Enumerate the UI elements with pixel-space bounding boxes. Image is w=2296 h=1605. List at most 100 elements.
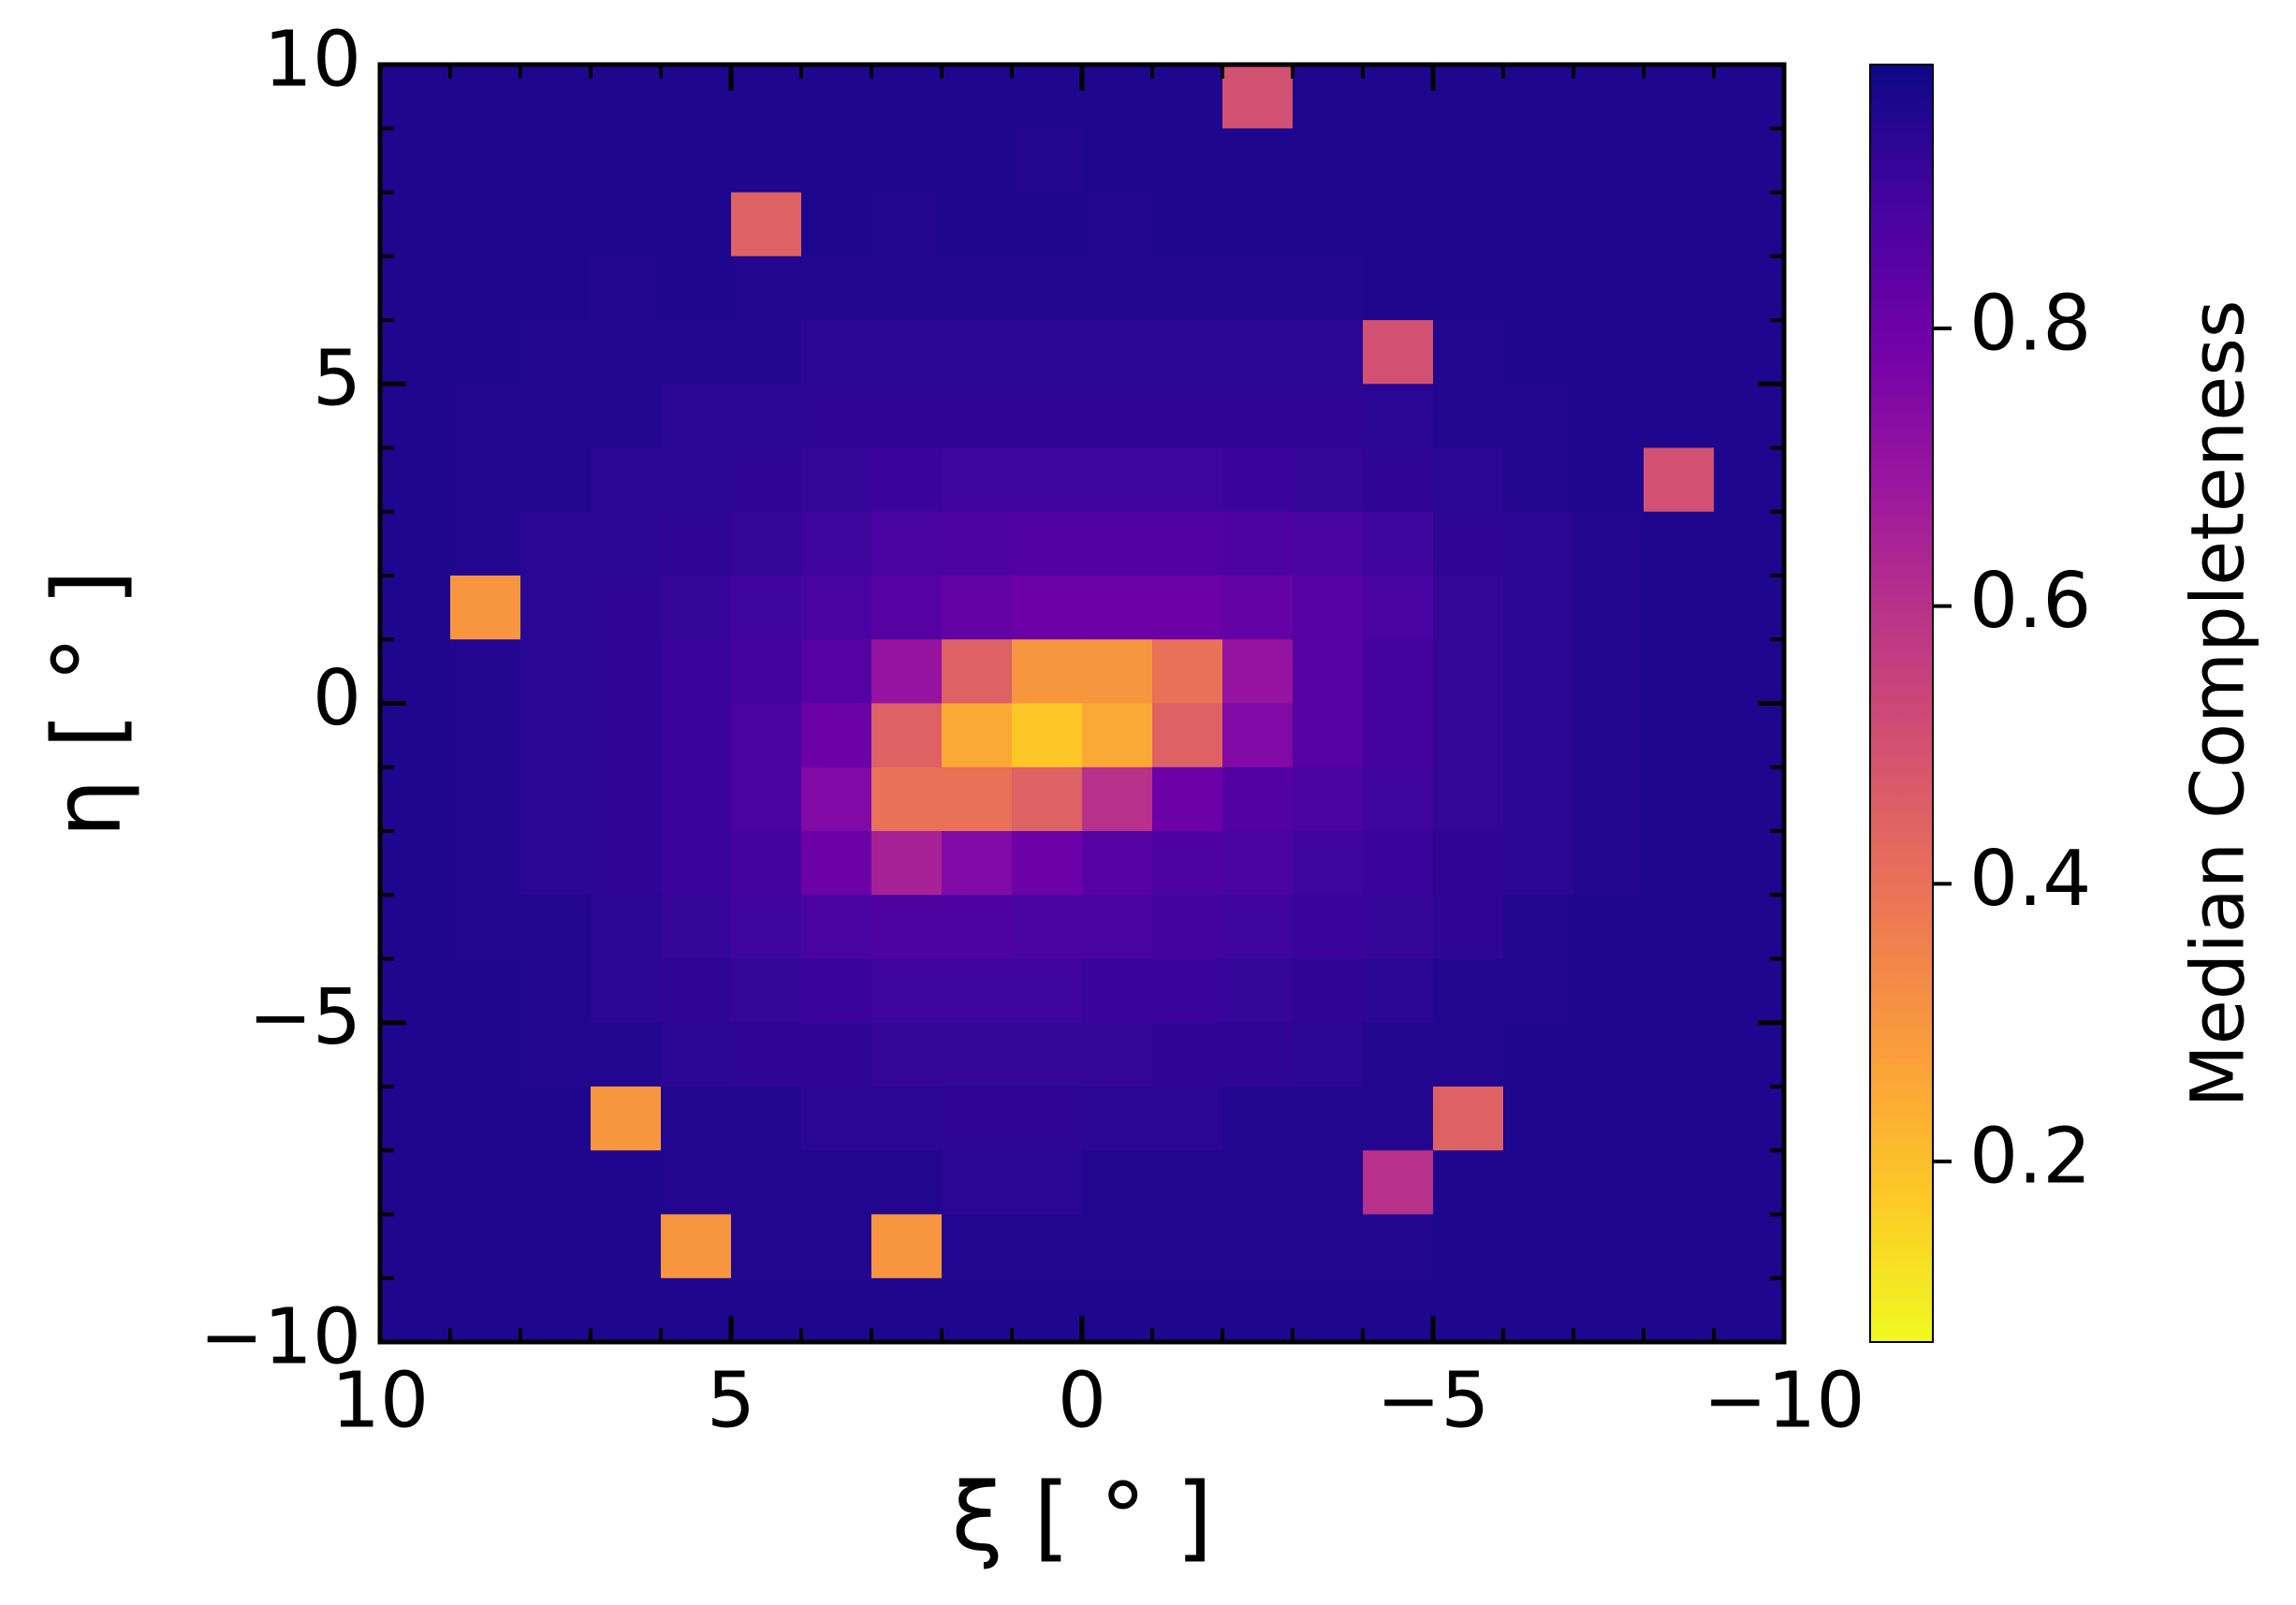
heatmap-cell	[520, 831, 592, 896]
heatmap-cell	[1012, 1087, 1083, 1151]
heatmap-cell	[1293, 384, 1364, 449]
heatmap-cell	[1293, 1214, 1364, 1279]
heatmap-cell	[1714, 511, 1785, 576]
heatmap-cell	[1222, 1150, 1294, 1216]
heatmap-cell	[520, 511, 592, 576]
heatmap-cell	[1012, 958, 1083, 1024]
heatmap-cell	[1714, 447, 1785, 513]
heatmap-cell	[591, 639, 662, 705]
heatmap-cell	[1363, 1277, 1434, 1343]
heatmap-cell	[1433, 766, 1504, 832]
heatmap-cell	[1433, 384, 1504, 449]
heatmap-cell	[1644, 958, 1715, 1024]
heatmap-cell	[1644, 895, 1715, 960]
x-tick-label: 0	[1058, 1356, 1106, 1445]
heatmap-cell	[1152, 766, 1223, 832]
heatmap-cell	[1714, 831, 1785, 896]
heatmap-cell	[661, 447, 732, 513]
heatmap-cell	[1293, 320, 1364, 385]
heatmap-cell	[1433, 1214, 1504, 1279]
heatmap-cell	[801, 1087, 872, 1151]
heatmap-cell	[1503, 576, 1574, 640]
heatmap-cell	[591, 192, 662, 257]
heatmap-cell	[1363, 192, 1434, 257]
y-tick-label: −10	[199, 1292, 361, 1381]
heatmap-cell	[1152, 1022, 1223, 1087]
heatmap-cell	[450, 447, 521, 513]
heatmap-cell	[731, 384, 802, 449]
heatmap-cell	[450, 384, 521, 449]
heatmap-cell	[731, 639, 802, 705]
heatmap-cell	[1222, 1022, 1294, 1087]
heatmap-cell	[661, 1087, 732, 1151]
heatmap-cell	[942, 1150, 1013, 1216]
heatmap-cell	[1082, 703, 1153, 768]
heatmap-cell	[1082, 511, 1153, 576]
heatmap-cell	[1012, 895, 1083, 960]
heatmap-cell	[871, 447, 943, 513]
heatmap-cell	[1082, 1277, 1153, 1343]
heatmap-cell	[1644, 1150, 1715, 1216]
heatmap-cell	[1012, 1277, 1083, 1343]
heatmap-cell	[1433, 511, 1504, 576]
heatmap-cell	[1012, 703, 1083, 768]
heatmap-cell	[1293, 1277, 1364, 1343]
heatmap-cell	[1363, 766, 1434, 832]
heatmap-cell	[942, 576, 1013, 640]
heatmap-cell	[661, 831, 732, 896]
heatmap-cell	[1293, 766, 1364, 832]
heatmap-cell	[1222, 639, 1294, 705]
heatmap-cell	[1644, 1087, 1715, 1151]
heatmap-cell	[871, 511, 943, 576]
heatmap-cell	[591, 128, 662, 194]
heatmap-cell	[1222, 1214, 1294, 1279]
heatmap-cell	[1363, 1087, 1434, 1151]
heatmap-cell	[942, 1214, 1013, 1279]
heatmap-cell	[1433, 639, 1504, 705]
heatmap-cell	[871, 255, 943, 321]
heatmap-cell	[450, 639, 521, 705]
colorbar-tick-label: 0.6	[1969, 557, 2091, 646]
heatmap-cell	[380, 958, 451, 1024]
heatmap-cell	[731, 703, 802, 768]
y-axis-label: η [ ° ]	[32, 570, 141, 839]
heatmap-cell	[801, 1214, 872, 1279]
heatmap-cell	[1433, 1022, 1504, 1087]
heatmap-cell	[591, 1277, 662, 1343]
x-tick-label: −5	[1377, 1356, 1490, 1445]
heatmap-cell	[731, 958, 802, 1024]
heatmap-cell	[1644, 1214, 1715, 1279]
heatmap-cell	[450, 958, 521, 1024]
heatmap-cell	[1573, 511, 1645, 576]
heatmap-cell	[942, 895, 1013, 960]
heatmap-cell	[1573, 1150, 1645, 1216]
heatmap-cell	[1222, 958, 1294, 1024]
heatmap-cell	[1222, 831, 1294, 896]
heatmap-cell	[1293, 831, 1364, 896]
heatmap-cell	[942, 958, 1013, 1024]
heatmap-cell	[1082, 576, 1153, 640]
heatmap-cell	[1573, 192, 1645, 257]
heatmap-cell	[1152, 639, 1223, 705]
heatmap-cell	[731, 831, 802, 896]
heatmap-cell	[1433, 895, 1504, 960]
heatmap-cell	[380, 576, 451, 640]
heatmap-cell	[1714, 576, 1785, 640]
heatmap-cell	[591, 65, 662, 129]
heatmap-cell	[1714, 1022, 1785, 1087]
heatmap-cell	[871, 1277, 943, 1343]
heatmap-cell	[871, 639, 943, 705]
heatmap-cell	[1433, 1087, 1504, 1151]
heatmap-cell	[591, 958, 662, 1024]
heatmap-cell	[1644, 703, 1715, 768]
heatmap-cell	[1222, 255, 1294, 321]
heatmap-cell	[731, 447, 802, 513]
heatmap-cell	[731, 511, 802, 576]
heatmap-cell	[801, 766, 872, 832]
heatmap-cell	[1714, 766, 1785, 832]
heatmap-cell	[450, 1277, 521, 1343]
y-tick-label: 10	[264, 15, 361, 104]
heatmap-cell	[520, 1087, 592, 1151]
heatmap-cell	[1082, 1087, 1153, 1151]
heatmap-cell	[1433, 576, 1504, 640]
